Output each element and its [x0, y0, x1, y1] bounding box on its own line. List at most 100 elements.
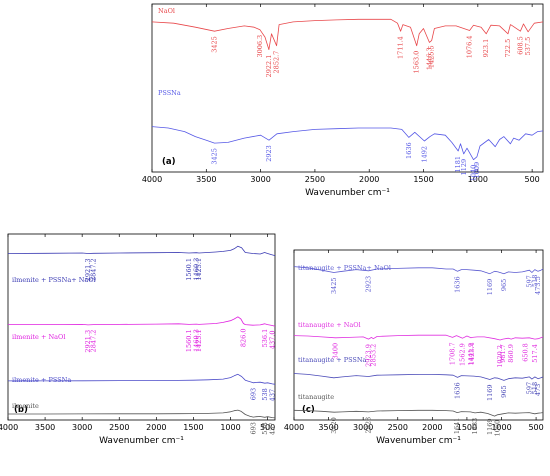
peak-annotation: 826.0	[239, 329, 247, 348]
series-line	[293, 266, 544, 275]
peak-annotation: 1636	[454, 382, 462, 399]
peak-annotation: 1423.4	[468, 342, 476, 365]
peak-annotation: 538	[261, 422, 269, 434]
peak-annotation: 1181	[454, 156, 462, 173]
x-tick-label: 2000	[359, 175, 379, 184]
peak-annotation: 1383	[471, 418, 479, 435]
peak-annotation: 1460.3	[192, 329, 200, 352]
series-line	[8, 373, 276, 385]
peak-annotation: 536.1	[261, 329, 269, 348]
peak-annotation: 597	[525, 275, 533, 287]
peak-annotation: 1441.9	[467, 343, 475, 366]
x-tick-label: 3000	[72, 423, 92, 432]
x-tick-label: 2500	[388, 423, 408, 432]
peak-annotation: 3425	[211, 148, 219, 165]
x-tick-label: 4000	[142, 175, 162, 184]
series-name: ilmenite + PSSNa	[12, 376, 71, 384]
peak-annotation: 1425.1	[195, 329, 203, 352]
peak-annotation: 1169	[486, 385, 494, 402]
peak-annotation: 923.1	[482, 39, 490, 58]
series-line	[7, 245, 276, 256]
peak-annotation: 1129	[460, 159, 468, 176]
peak-annotation: 597	[525, 382, 533, 394]
peak-annotation: 1009	[473, 162, 481, 179]
peak-annotation: 1708.7	[449, 342, 457, 365]
peak-annotation: 693	[249, 422, 257, 434]
x-tick-label: 2000	[422, 423, 442, 432]
peak-annotation: 1560.1	[185, 258, 193, 281]
peak-annotation: 1446.3	[425, 47, 433, 70]
series-name: PSSNa	[158, 89, 181, 97]
peak-annotation: 608.5	[516, 36, 524, 55]
series-name: titanaugite + NaOl	[298, 321, 361, 329]
x-tick-label: 3500	[318, 423, 338, 432]
x-tick-label: 1000	[491, 423, 511, 432]
plot-frame	[7, 233, 276, 421]
peak-annotation: 3006.3	[256, 35, 264, 58]
x-tick-label: 2500	[305, 175, 325, 184]
x-tick-label: 500	[524, 175, 539, 184]
peak-annotation: 2923	[365, 276, 373, 293]
peak-annotation: 2853.2	[369, 344, 377, 367]
peak-annotation: 1636	[405, 142, 413, 159]
peak-annotation: 722.5	[504, 39, 512, 58]
peak-annotation: 1020.2	[496, 345, 504, 368]
peak-annotation: 860.9	[507, 344, 515, 363]
panel-c: 4000 3500 3000 2500 2000 1500 1000 500 Wavenumbe…	[284, 249, 544, 446]
series-name: titanaugite + PSSNa	[298, 356, 367, 364]
series-line	[293, 334, 544, 341]
peak-annotation: 1169	[486, 419, 494, 436]
peak-annotation: 693	[249, 388, 257, 400]
x-tick-label: 3500	[35, 423, 55, 432]
peak-annotation: 1562.9	[459, 343, 467, 366]
peak-annotation: 537.5	[524, 37, 532, 56]
panel-label: (a)	[162, 157, 176, 167]
x-tick-label: 500	[260, 423, 275, 432]
peak-annotation: 2923.9	[365, 344, 373, 367]
peak-annotation: 1563.0	[413, 51, 421, 74]
peak-annotation: 437	[268, 389, 276, 401]
series-name: ilmenite + PSSNa+ NaOl	[12, 276, 96, 284]
series-name: NaOl	[158, 7, 175, 15]
peak-annotation: 2921.3	[84, 330, 92, 353]
panel-label: (c)	[302, 405, 315, 415]
peak-annotation: 518	[531, 275, 539, 287]
peak-annotation: 1040	[470, 165, 478, 182]
peak-annotation: 1636	[454, 276, 462, 293]
peak-annotation: 473.5	[534, 276, 542, 295]
plot-frame	[151, 3, 544, 173]
x-tick-label: 1500	[457, 423, 477, 432]
peak-annotation: 1492	[420, 146, 428, 163]
x-axis-label: Wavenumber cm⁻¹	[305, 188, 390, 198]
peak-annotation: 1076.4	[466, 36, 474, 59]
series-name: titanaugite	[298, 393, 334, 401]
x-axis-label: Wavenumber cm⁻¹	[376, 436, 461, 446]
peak-annotation: 437	[268, 423, 276, 435]
series-line	[8, 316, 276, 327]
peak-annotation: 1711.4	[397, 36, 405, 59]
peak-annotation: 2847.2	[90, 258, 98, 281]
peak-annotation: 1425.1	[195, 258, 203, 281]
x-tick-label: 1000	[468, 175, 488, 184]
peak-annotation: 2852.7	[273, 51, 281, 74]
peak-annotation: 1460.3	[192, 258, 200, 281]
peak-annotation: 3420	[330, 417, 338, 434]
peak-annotation: 538	[261, 388, 269, 400]
plot-frame	[293, 249, 544, 421]
peak-annotation: 2922.1	[265, 55, 273, 78]
peak-annotation: 981.7	[499, 344, 507, 363]
x-tick-label: 1000	[220, 423, 240, 432]
x-tick-label: 500	[528, 423, 543, 432]
series-name: titanaugite + PSSNa+ NaOl	[298, 264, 391, 272]
series-line	[293, 373, 544, 381]
x-axis-label: Wavenumber cm⁻¹	[99, 436, 184, 446]
peak-annotation: 518	[531, 382, 539, 394]
peak-annotation: 965	[500, 385, 508, 397]
peak-annotation: 3425	[211, 36, 219, 53]
x-tick-label: 3000	[353, 423, 373, 432]
x-tick-label: 3000	[250, 175, 270, 184]
peak-annotation: 965	[500, 279, 508, 291]
series-name: ilmenite	[12, 402, 39, 410]
x-tick-label: 1500	[413, 175, 433, 184]
